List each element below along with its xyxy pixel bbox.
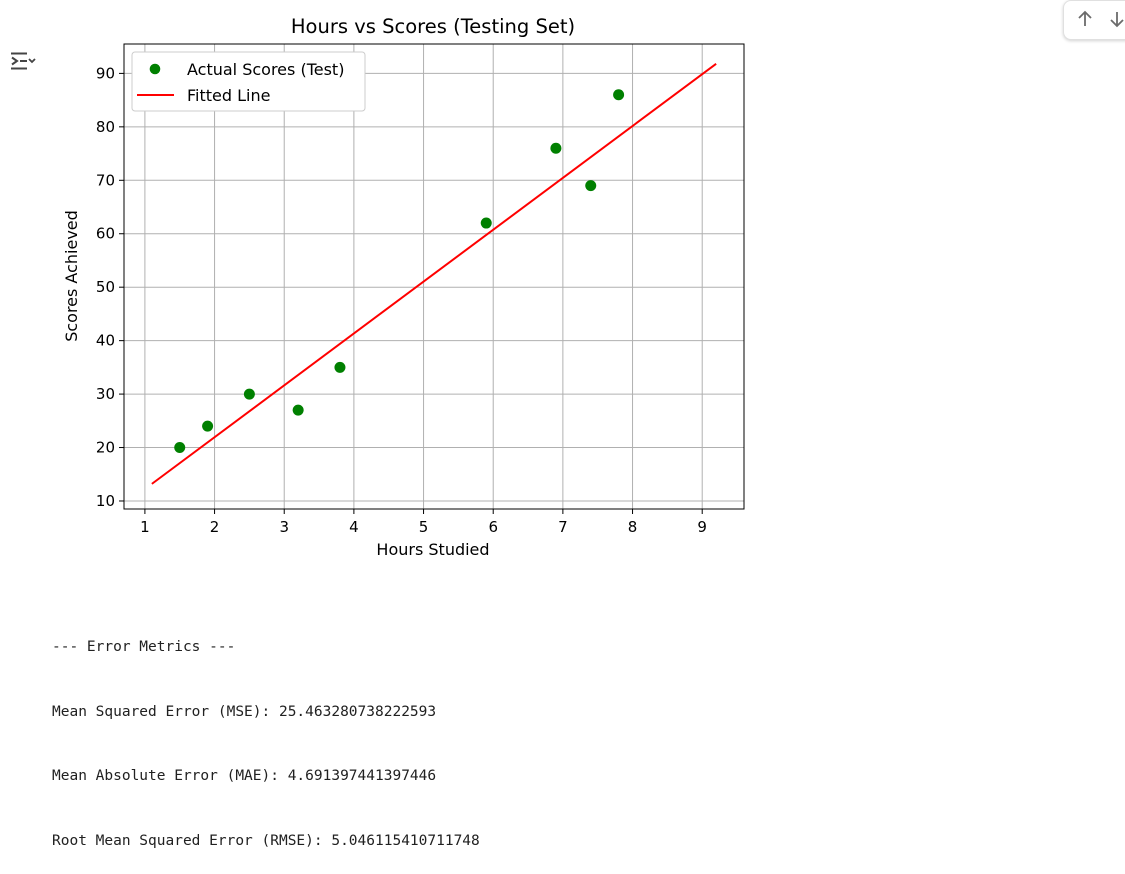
- move-cell-up-button[interactable]: [1072, 6, 1098, 32]
- legend-label-fitted: Fitted Line: [187, 86, 270, 105]
- x-tick-label: 3: [279, 518, 289, 536]
- x-tick-label: 6: [488, 518, 498, 536]
- chart-title: Hours vs Scores (Testing Set): [291, 15, 575, 38]
- output-options-icon[interactable]: [8, 48, 36, 74]
- metric-rmse: Root Mean Squared Error (RMSE): 5.046115…: [52, 832, 480, 849]
- scatter-point: [585, 180, 597, 192]
- metric-mse: Mean Squared Error (MSE): 25.46328073822…: [52, 703, 437, 720]
- x-tick-label: 8: [628, 518, 638, 536]
- x-tick-label: 5: [419, 518, 429, 536]
- series-layer: [151, 62, 717, 485]
- scatter-point: [613, 89, 625, 101]
- y-tick-label: 10: [96, 492, 115, 510]
- y-tick-label: 20: [96, 439, 115, 457]
- y-tick-label: 90: [96, 64, 115, 82]
- legend-box: [131, 51, 366, 112]
- scatter-point: [480, 217, 492, 229]
- x-tick-label: 2: [210, 518, 220, 536]
- arrow-up-icon: [1078, 10, 1092, 26]
- x-tick-label: 1: [140, 518, 150, 536]
- x-tick-label: 9: [697, 518, 707, 536]
- metric-mae: Mean Absolute Error (MAE): 4.69139744139…: [52, 768, 437, 784]
- y-tick-label: 80: [96, 118, 115, 136]
- arrow-down-icon: [1110, 12, 1124, 28]
- x-tick-label: 7: [558, 518, 568, 536]
- error-metrics-output: --- Error Metrics --- Mean Squared Error…: [52, 594, 480, 874]
- y-tick-label: 30: [96, 385, 115, 403]
- grid: [124, 44, 744, 509]
- fitted-line: [151, 62, 717, 485]
- scatter-point: [292, 404, 304, 416]
- legend-label-actual: Actual Scores (Test): [187, 60, 344, 79]
- x-axis-ticks: 1 2 3 4 5 6 7 8 9: [140, 509, 707, 536]
- x-tick-label: 4: [349, 518, 359, 536]
- legend: Actual Scores (Test) Fitted Line: [131, 51, 366, 112]
- metrics-header: --- Error Metrics ---: [52, 639, 236, 655]
- plot-frame: [123, 43, 745, 510]
- scatter-point: [202, 420, 214, 432]
- move-cell-down-button[interactable]: [1104, 6, 1125, 32]
- scatter-point: [550, 142, 562, 154]
- scatter-point: [243, 388, 255, 400]
- cell-toolbar: [1063, 0, 1125, 40]
- y-axis-ticks: 10 20 30 40 50 60 70 80 90: [96, 64, 124, 510]
- y-tick-label: 50: [96, 278, 115, 296]
- y-axis-label: Scores Achieved: [62, 210, 81, 342]
- y-tick-label: 60: [96, 225, 115, 243]
- x-axis-label: Hours Studied: [376, 540, 489, 559]
- legend-marker-scatter: [149, 63, 161, 75]
- scatter-point: [334, 361, 346, 373]
- scatter-point: [174, 442, 186, 454]
- y-tick-label: 70: [96, 171, 115, 189]
- y-tick-label: 40: [96, 332, 115, 350]
